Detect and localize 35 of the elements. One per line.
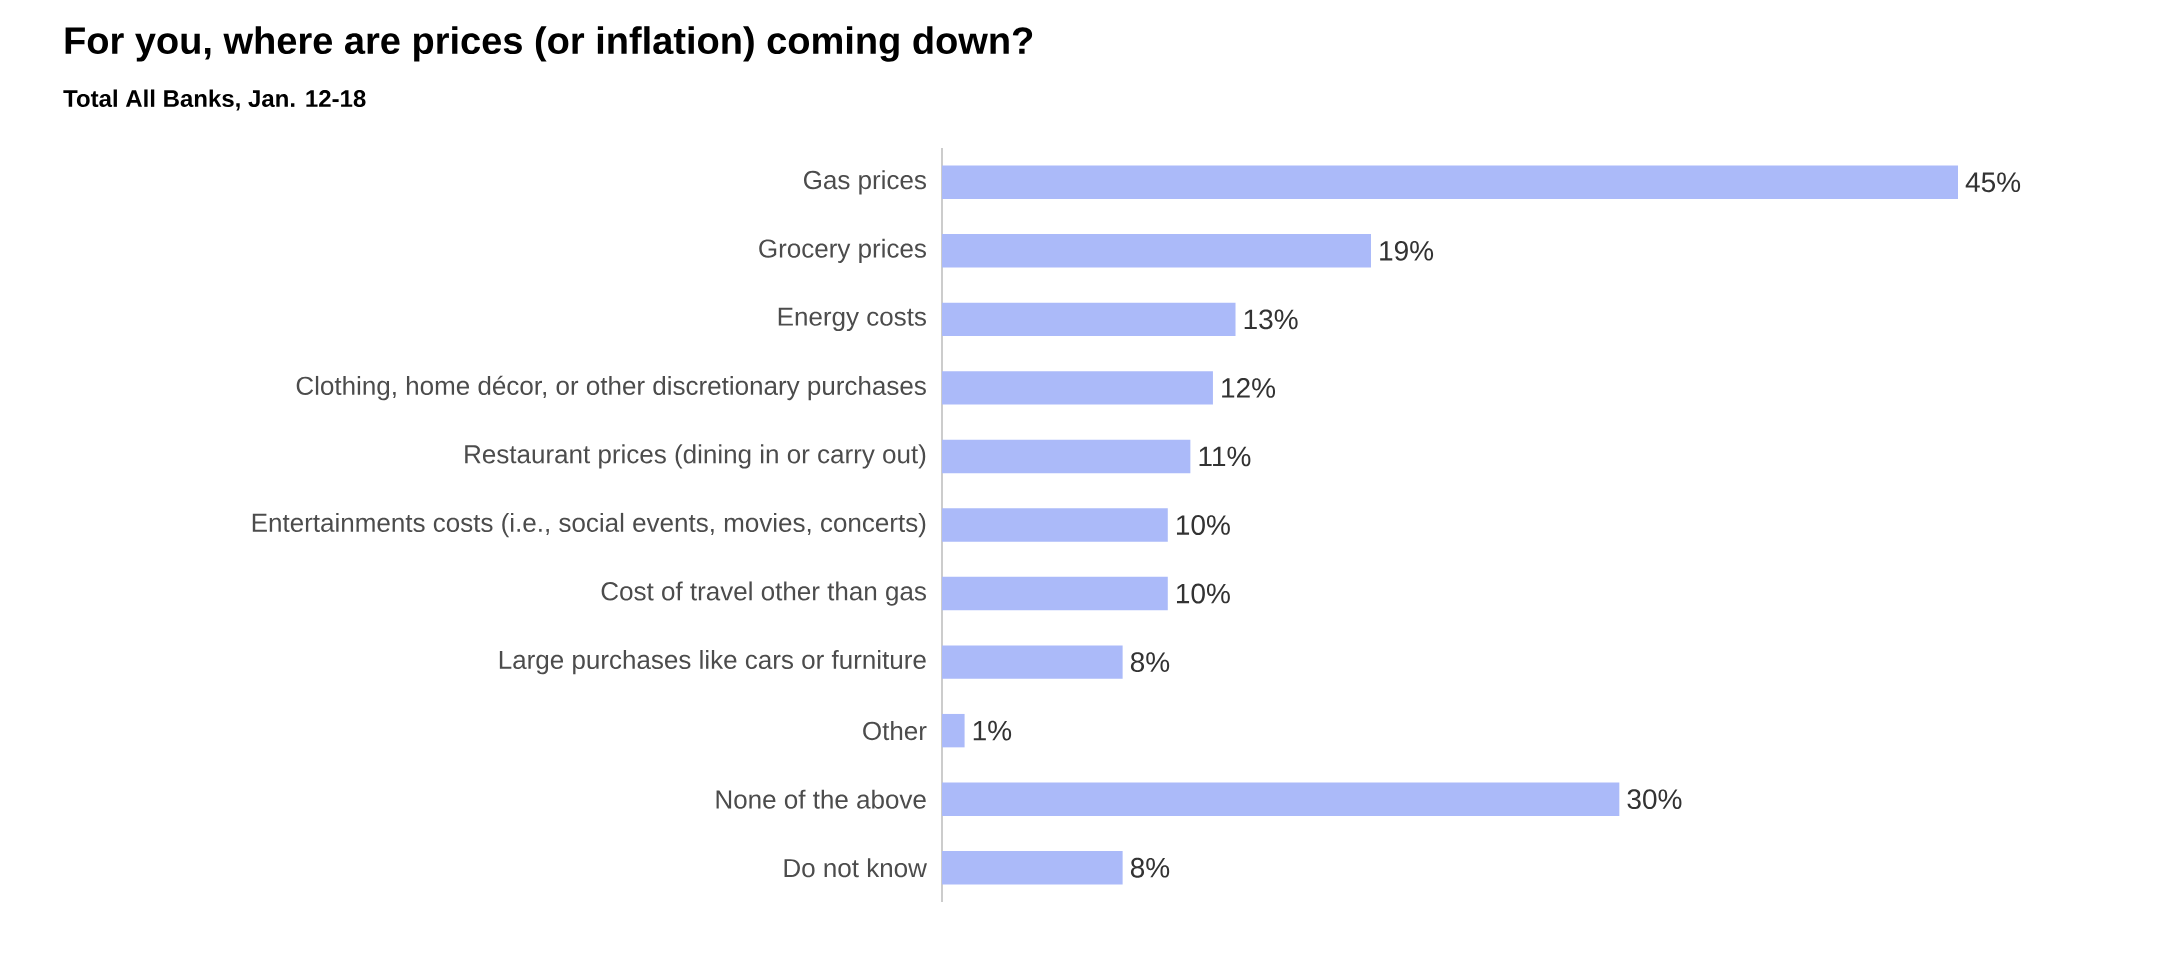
y-tick-label: None of the above [716, 789, 926, 809]
y-tick-label: Other [863, 721, 927, 741]
data-label: 45% [1965, 172, 2021, 193]
bar [942, 234, 1371, 268]
data-label: 11% [1199, 446, 1251, 467]
y-tick-label: Restaurant prices (dining in or carry out) [465, 444, 926, 469]
bar [942, 645, 1123, 679]
y-tick-label: Grocery prices [759, 238, 926, 263]
data-label: 10% [1176, 583, 1230, 604]
bar [942, 713, 965, 748]
data-label: 8% [1130, 857, 1170, 878]
bar [942, 851, 1123, 885]
data-label: 12% [1222, 378, 1276, 398]
data-label: 30% [1627, 789, 1682, 810]
y-tick-label: Cost of travel other than gas [601, 581, 926, 606]
data-label: 10% [1176, 515, 1230, 535]
text: For you, where are prices (or inflation) coming down? [65, 26, 1033, 62]
y-tick-label: Entertainments costs (i.e., social events, movies, concerts) [252, 512, 926, 538]
data-label: 19% [1380, 240, 1434, 261]
bar [942, 165, 1958, 199]
y-tick-label: Do not know [784, 858, 927, 878]
bar [942, 302, 1236, 337]
y-tick-label: Energy costs [778, 307, 926, 332]
text: Total All Banks, Jan. 12-18 [63, 89, 366, 111]
y-tick-label: Large purchases like cars or furniture [499, 649, 926, 675]
y-tick-label: Clothing, home décor, or other discretionary purchases [296, 375, 926, 401]
bar [942, 371, 1213, 405]
y-tick-label: Gas prices [804, 170, 926, 195]
bar [942, 439, 1191, 474]
data-label: 13% [1244, 309, 1298, 330]
data-label: 1% [973, 720, 1012, 741]
bar [942, 508, 1168, 542]
bar [942, 782, 1620, 816]
data-label: 8% [1130, 652, 1170, 673]
bar [942, 576, 1168, 611]
